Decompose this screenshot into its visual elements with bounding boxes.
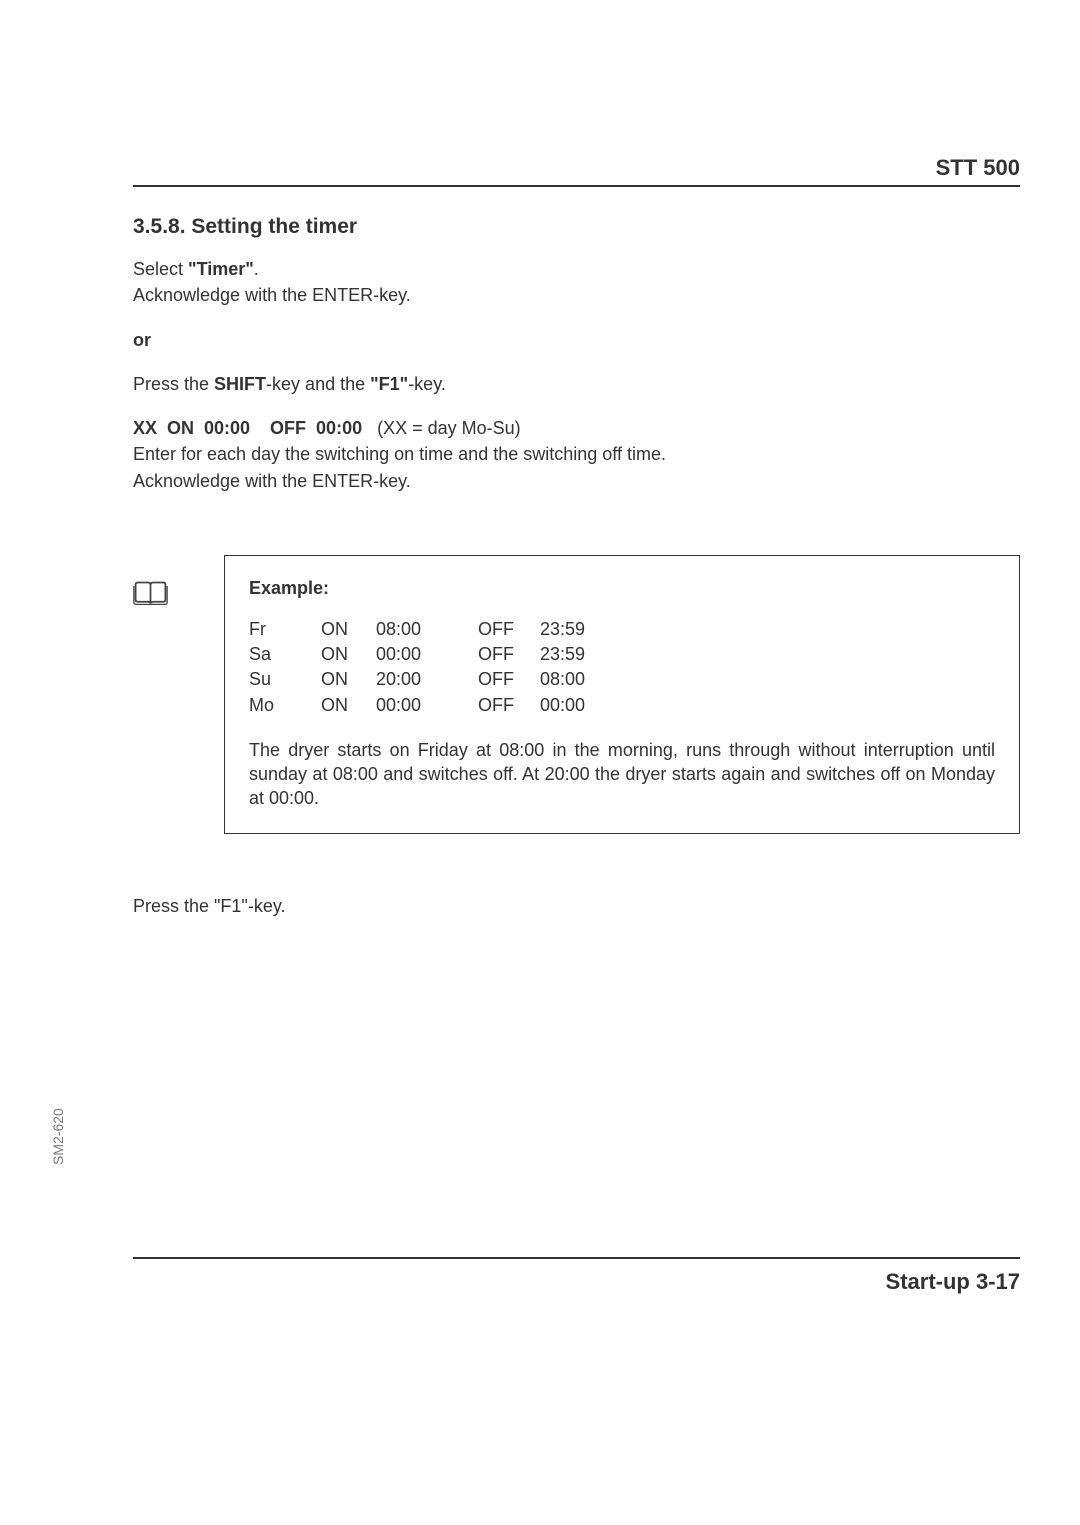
body-paragraph-2: Press the SHIFT-key and the "F1"-key. [133,372,1020,396]
cell-day: Su [249,667,321,692]
cell-on-label: ON [321,642,376,667]
section-heading: 3.5.8. Setting the timer [133,215,1020,239]
footer: Start-up 3-17 [133,1257,1020,1295]
side-document-code: SM2-620 [50,1108,66,1165]
text-press-mid: -key and the [266,374,370,394]
cell-day: Fr [249,617,321,642]
cell-on-time: 08:00 [376,617,478,642]
cell-off-label: OFF [478,667,540,692]
schedule-table: Fr ON 08:00 OFF 23:59 Sa ON 00:00 OFF 23… [249,617,995,718]
header-rule: STT 500 [133,155,1020,187]
text-ack-1: Acknowledge with the ENTER-key. [133,283,1020,307]
cell-off-label: OFF [478,642,540,667]
example-label: Example: [249,578,995,599]
cell-off-label: OFF [478,693,540,718]
text-select-suffix: . [254,259,259,279]
cell-on-label: ON [321,667,376,692]
schedule-row: Mo ON 00:00 OFF 00:00 [249,693,995,718]
cell-day: Sa [249,642,321,667]
document-page: STT 500 3.5.8. Setting the timer Select … [0,0,1080,1525]
text-xx-bold: XX ON 00:00 OFF 00:00 [133,418,362,438]
example-section: Example: Fr ON 08:00 OFF 23:59 Sa ON 00:… [133,555,1020,834]
text-f1-bold: "F1" [370,374,408,394]
text-or: or [133,328,1020,352]
cell-off-time: 23:59 [540,642,620,667]
example-box: Example: Fr ON 08:00 OFF 23:59 Sa ON 00:… [224,555,1020,834]
example-description: The dryer starts on Friday at 08:00 in t… [249,738,995,811]
cell-off-time: 08:00 [540,667,620,692]
cell-on-time: 00:00 [376,693,478,718]
body-paragraph-1: Select "Timer". Acknowledge with the ENT… [133,257,1020,308]
footer-text: Start-up 3-17 [886,1269,1020,1294]
text-press-suffix: -key. [408,374,446,394]
cell-off-time: 23:59 [540,617,620,642]
schedule-row: Su ON 20:00 OFF 08:00 [249,667,995,692]
text-timer-bold: "Timer" [188,259,254,279]
body-or: or [133,328,1020,352]
cell-off-time: 00:00 [540,693,620,718]
cell-day: Mo [249,693,321,718]
cell-on-label: ON [321,693,376,718]
after-example-text: Press the "F1"-key. [133,896,1020,917]
header-title: STT 500 [936,155,1020,180]
text-xx-rest: (XX = day Mo-Su) [362,418,521,438]
schedule-row: Fr ON 08:00 OFF 23:59 [249,617,995,642]
text-enter-each-day: Enter for each day the switching on time… [133,442,1020,466]
cell-off-label: OFF [478,617,540,642]
footer-rule: Start-up 3-17 [133,1257,1020,1295]
text-select-prefix: Select [133,259,188,279]
text-press-prefix: Press the [133,374,214,394]
cell-on-time: 00:00 [376,642,478,667]
book-icon [133,580,168,606]
body-paragraph-3: XX ON 00:00 OFF 00:00 (XX = day Mo-Su) E… [133,416,1020,493]
text-ack-2: Acknowledge with the ENTER-key. [133,469,1020,493]
schedule-row: Sa ON 00:00 OFF 23:59 [249,642,995,667]
cell-on-time: 20:00 [376,667,478,692]
cell-on-label: ON [321,617,376,642]
text-shift-bold: SHIFT [214,374,266,394]
